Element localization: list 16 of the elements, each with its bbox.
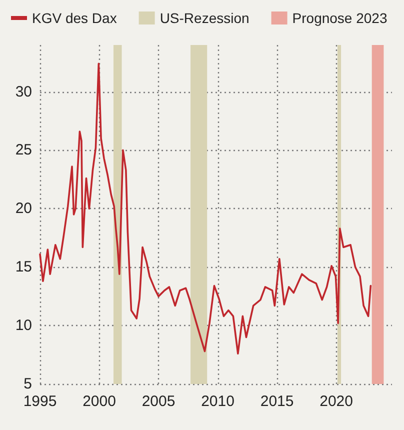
line-series <box>39 62 372 355</box>
y-tick-label: 30 <box>15 83 32 100</box>
x-tick-label: 2010 <box>201 393 234 410</box>
y-tick-label: 10 <box>15 317 32 334</box>
x-tick-label: 2020 <box>320 393 353 410</box>
x-tick-label: 2005 <box>142 393 176 410</box>
x-tick-label: 1995 <box>23 393 57 410</box>
legend-label: Prognose 2023 <box>292 10 388 26</box>
legend-label: KGV des Dax <box>32 10 117 26</box>
x-tick-label: 2015 <box>260 393 294 410</box>
y-tick-label: 25 <box>15 142 32 159</box>
legend-label: US-Rezession <box>160 10 250 26</box>
y-tick-label: 15 <box>15 258 32 276</box>
y-tick-label: 20 <box>15 200 32 218</box>
y-tick-label: 5 <box>24 376 32 392</box>
x-tick-label: 2000 <box>82 393 116 410</box>
